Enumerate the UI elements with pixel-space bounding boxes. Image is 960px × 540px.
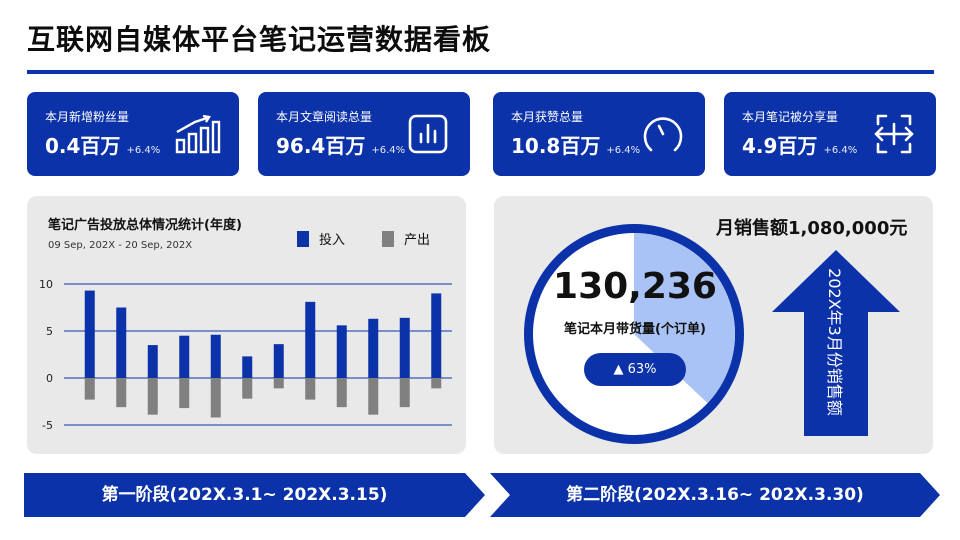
chart-date-range: 09 Sep, 202X - 20 Sep, 202X: [48, 240, 193, 251]
bar-input: [431, 293, 442, 378]
legend-swatch-output: [382, 230, 394, 247]
kpi-label: 本月文章阅读总量: [276, 110, 373, 124]
bar-output: [147, 378, 158, 415]
arrow-caption: 202X年3月份销售额: [825, 268, 844, 416]
kpi-label: 本月获赞总量: [511, 110, 584, 124]
progress-ring: [524, 224, 744, 444]
sales-count: 130,236: [553, 266, 717, 307]
bar-input: [399, 317, 410, 378]
y-tick-label: -5: [42, 419, 53, 432]
legend-label-output: 产出: [404, 233, 431, 248]
legend-label-input: 投入: [319, 233, 346, 248]
y-tick-label: 10: [39, 278, 53, 291]
page-title: 互联网自媒体平台笔记运营数据看板: [27, 23, 492, 56]
bar-input: [242, 356, 253, 378]
stage-1-label: 第一阶段(202X.3.1~ 202X.3.15): [101, 485, 388, 505]
sales-percent-badge: ▲ 63%: [584, 353, 686, 386]
bar-input: [116, 307, 127, 378]
bar-output: [336, 378, 347, 408]
bar-input: [273, 344, 284, 378]
bar-output: [84, 378, 95, 400]
bar-growth-icon: [175, 114, 221, 154]
bar-output: [368, 378, 379, 415]
bar-input: [179, 335, 190, 378]
y-tick-label: 0: [46, 372, 53, 385]
kpi-value: 96.4百万: [276, 134, 366, 158]
kpi-label: 本月新增粉丝量: [45, 110, 130, 124]
gauge-icon: [643, 117, 683, 152]
kpi-value: 10.8百万: [511, 134, 601, 158]
analytics-frame-icon: [408, 114, 448, 154]
stage-1-chevron: [24, 473, 485, 517]
kpi-card-new-fans[interactable]: 本月新增粉丝量 0.4百万 +6.4%: [27, 92, 239, 176]
bar-input: [336, 325, 347, 378]
kpi-card-reads[interactable]: 本月文章阅读总量 96.4百万 +6.4%: [258, 92, 470, 176]
bar-output: [305, 378, 316, 400]
bar-input: [210, 334, 221, 378]
stage-banner-bg: [24, 473, 940, 517]
ad-bar-chart: 10 5 0 -5: [39, 278, 452, 432]
bar-input: [368, 318, 379, 378]
kpi-card-likes[interactable]: 本月获赞总量 10.8百万 +6.4%: [493, 92, 705, 176]
bar-input: [305, 301, 316, 378]
sales-count-label: 笔记本月带货量(个订单): [564, 322, 706, 337]
kpi-value: 4.9百万: [742, 134, 818, 158]
bar-output: [273, 378, 284, 389]
bar-output: [431, 378, 442, 389]
kpi-label: 本月笔记被分享量: [742, 110, 839, 124]
stage-2-chevron: [490, 473, 940, 517]
kpi-change: +6.4%: [371, 145, 406, 156]
up-arrow-icon: [772, 250, 900, 436]
legend-swatch-input: [297, 230, 309, 247]
bar-output: [179, 378, 190, 409]
bar-output: [210, 378, 221, 418]
title-underline: [27, 70, 934, 74]
kpi-change: +6.4%: [606, 145, 641, 156]
kpi-card-shares[interactable]: 本月笔记被分享量 4.9百万 +6.4%: [724, 92, 936, 176]
chart-title: 笔记广告投放总体情况统计(年度): [48, 218, 242, 233]
monthly-sales-title: 月销售额1,080,000元: [716, 218, 908, 239]
kpi-change: +6.4%: [823, 145, 858, 156]
stage-2-label: 第二阶段(202X.3.16~ 202X.3.30): [566, 485, 864, 505]
share-arrows-icon: [874, 114, 914, 154]
bar-input: [84, 290, 95, 378]
bar-output: [242, 378, 253, 399]
bar-output: [116, 378, 127, 408]
kpi-change: +6.4%: [126, 145, 161, 156]
progress-ring-fill: [634, 233, 735, 404]
y-tick-label: 5: [46, 325, 53, 338]
kpi-value: 0.4百万: [45, 134, 121, 158]
legend-output: 产出: [382, 229, 430, 248]
bar-output: [399, 378, 410, 408]
legend-input: 投入: [297, 229, 345, 248]
bar-input: [147, 345, 158, 378]
